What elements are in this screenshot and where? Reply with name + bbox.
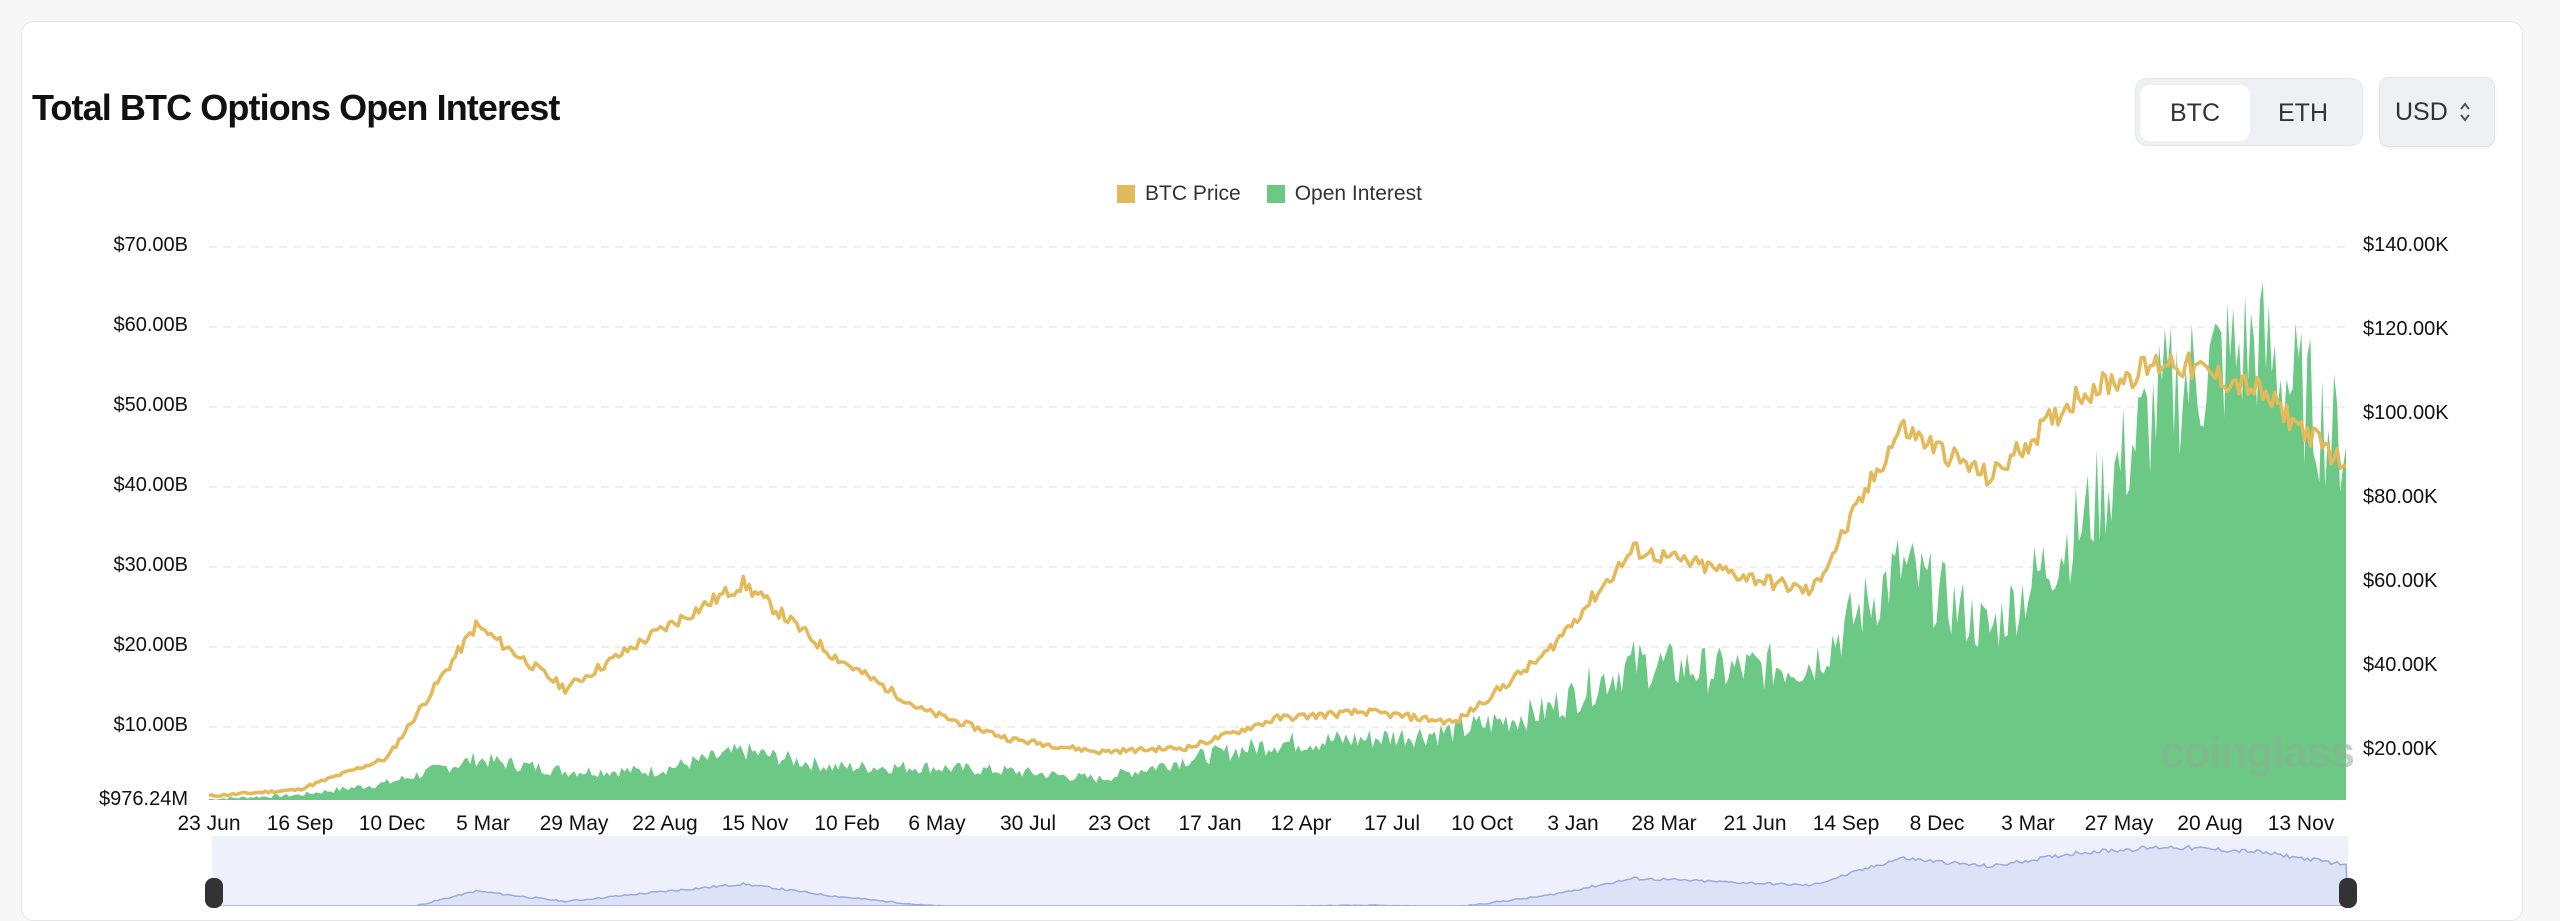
currency-select[interactable]: USD [2379, 77, 2495, 147]
y-right-tick: $120.00K [2363, 318, 2449, 340]
y-left-tick: $50.00B [113, 394, 188, 416]
x-axis-tick: 3 Mar [2001, 812, 2055, 835]
y-right-tick: $60.00K [2363, 570, 2438, 592]
x-axis-tick: 21 Jun [1723, 812, 1787, 835]
x-axis-tick: 6 May [908, 812, 966, 835]
currency-value: USD [2395, 97, 2448, 126]
btc-price-line [208, 351, 2347, 799]
x-axis-tick: 23 Oct [1088, 812, 1150, 835]
legend-swatch-btc-price [1117, 185, 1135, 203]
y-left-tick: $60.00B [113, 314, 188, 336]
x-axis-tick: 8 Dec [1909, 812, 1965, 835]
x-axis-tick: 22 Aug [632, 812, 698, 835]
x-axis-tick: 10 Dec [358, 812, 426, 835]
chart-legend: BTC Price Open Interest [1117, 182, 1448, 206]
x-axis-tick: 29 May [539, 812, 609, 835]
range-navigator[interactable] [212, 836, 2348, 906]
x-axis-tick: 30 Jul [999, 812, 1057, 835]
y-left-tick: $976.24M [99, 788, 188, 810]
legend-item-btc-price[interactable]: BTC Price [1117, 182, 1241, 206]
navigator-left-handle[interactable] [205, 878, 223, 908]
watermark-coinglass: coinglass [2160, 728, 2355, 777]
asset-option-eth[interactable]: ETH [2278, 98, 2328, 127]
x-axis-tick: 17 Jul [1363, 812, 1421, 835]
legend-swatch-open-interest [1266, 185, 1285, 203]
y-right-tick: $140.00K [2363, 234, 2449, 256]
legend-label: BTC Price [1145, 182, 1241, 205]
y-right-tick: $20.00K [2363, 738, 2438, 760]
x-axis-tick: 13 Nov [2267, 812, 2335, 835]
y-left-tick: $10.00B [113, 714, 188, 736]
x-axis-tick: 5 Mar [456, 812, 510, 835]
legend-item-open-interest[interactable]: Open Interest [1266, 182, 1422, 206]
x-axis-tick: 3 Jan [1547, 812, 1599, 835]
x-axis-tick: 14 Sep [1812, 812, 1880, 835]
navigator-series-line [212, 844, 2348, 906]
chart-plot-area[interactable] [0, 0, 2560, 894]
x-axis-tick: 10 Oct [1451, 812, 1513, 835]
y-left-tick: $40.00B [113, 474, 188, 496]
chevron-up-down-icon [2458, 100, 2472, 124]
open-interest-area [209, 282, 2346, 800]
x-axis-tick: 20 Aug [2177, 812, 2243, 835]
y-left-tick: $30.00B [113, 554, 188, 576]
y-right-tick: $40.00K [2363, 654, 2438, 676]
x-axis-tick: 27 May [2084, 812, 2154, 835]
gridlines [209, 246, 2346, 728]
y-right-tick: $100.00K [2363, 402, 2449, 424]
y-left-tick: $70.00B [113, 234, 188, 256]
x-axis-tick: 23 Jun [177, 812, 241, 835]
x-axis-tick: 15 Nov [721, 812, 789, 835]
x-axis-tick: 17 Jan [1178, 812, 1242, 835]
page-title: Total BTC Options Open Interest [32, 87, 560, 128]
x-axis-tick: 16 Sep [266, 812, 334, 835]
legend-label: Open Interest [1294, 182, 1422, 205]
x-axis-tick: 10 Feb [814, 812, 880, 835]
asset-option-btc[interactable]: BTC [2140, 85, 2250, 141]
asset-toggle[interactable]: BTC ETH [2135, 78, 2363, 146]
x-axis-tick: 28 Mar [1631, 812, 1697, 835]
y-left-tick: $20.00B [113, 634, 188, 656]
y-right-tick: $80.00K [2363, 486, 2438, 508]
navigator-right-handle[interactable] [2339, 878, 2357, 908]
x-axis-tick: 12 Apr [1270, 812, 1332, 835]
